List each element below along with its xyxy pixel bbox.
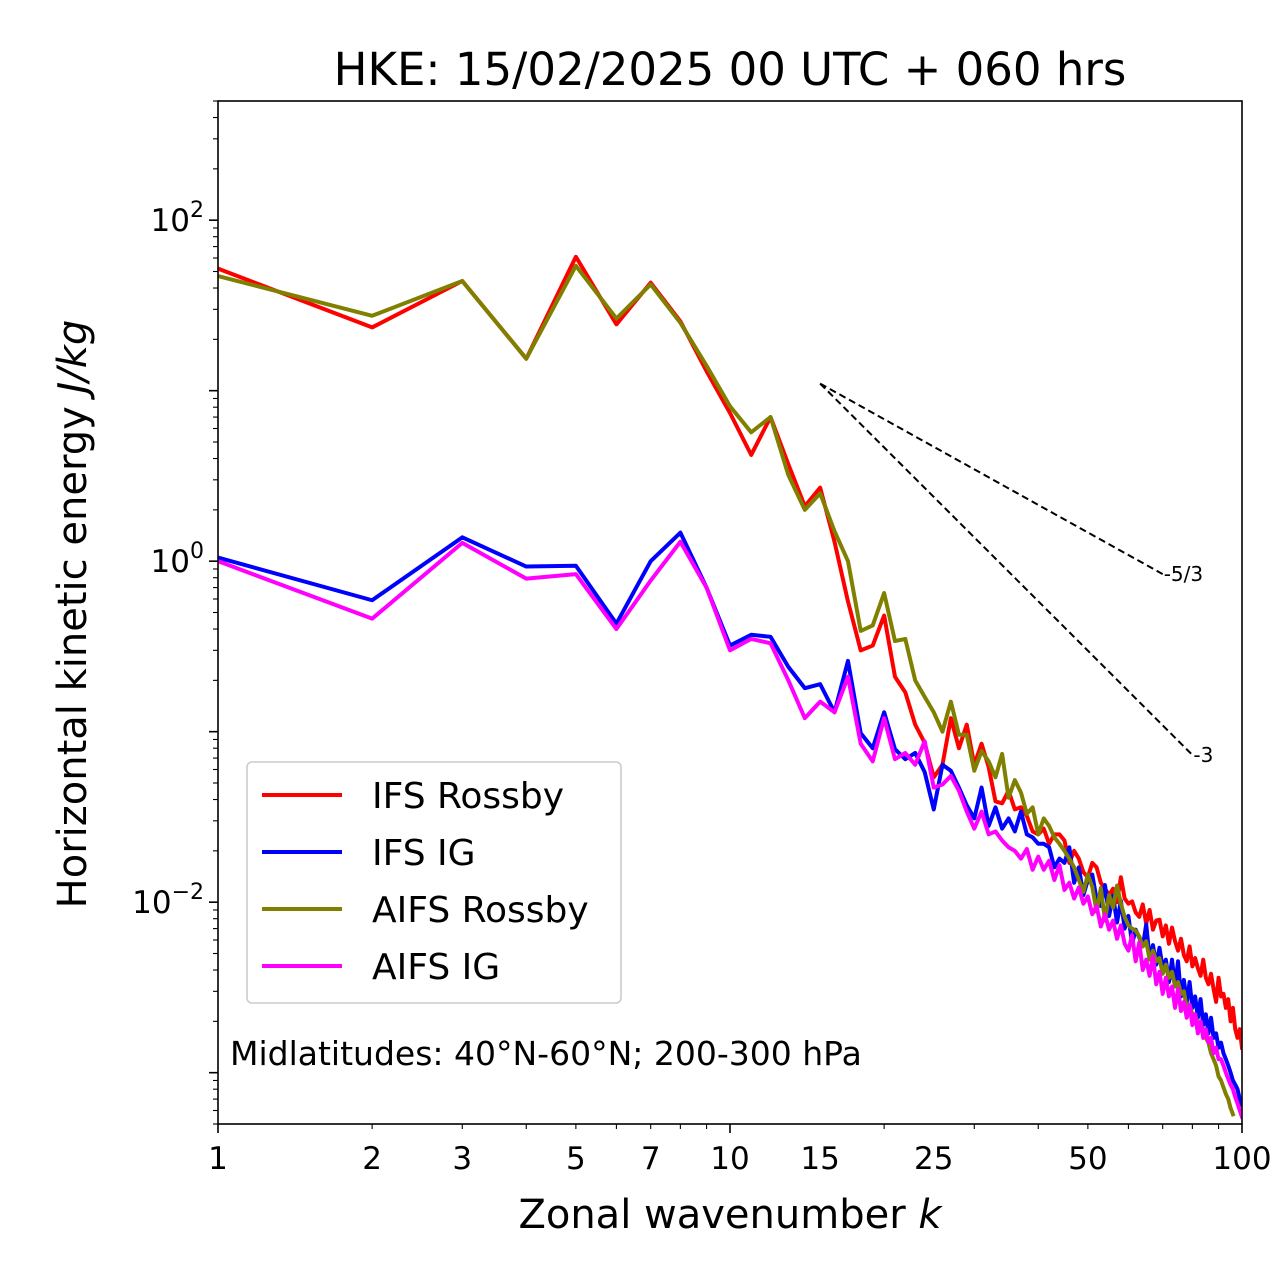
legend-label-ifs-ig: IFS IG (372, 833, 476, 874)
region-annotation: Midlatitudes: 40°N-60°N; 200-300 hPa (230, 1034, 862, 1073)
y-axis-ticks: 10−2 100 102 (132, 100, 218, 1125)
y-tick-label: 100 (151, 539, 204, 580)
chart-title: HKE: 15/02/2025 00 UTC + 060 hrs (334, 43, 1127, 96)
x-axis-label-var: k (918, 1192, 943, 1238)
x-tick-label: 25 (914, 1141, 953, 1177)
x-axis-label-text: Zonal wavenumber (518, 1192, 918, 1238)
series-layer (218, 254, 1242, 1120)
x-tick-label: 50 (1068, 1141, 1107, 1177)
y-axis-label: Horizontal kinetic energy J/kg (50, 320, 96, 909)
legend-frame (246, 761, 622, 1004)
reference-slopes: -5/3 -3 (819, 382, 1213, 767)
slope-line-3 (819, 382, 1194, 756)
x-tick-label: 15 (800, 1141, 839, 1177)
x-tick-label: 3 (452, 1141, 472, 1177)
y-tick-label: 102 (151, 198, 204, 239)
legend-label-ifs-rossby: IFS Rossby (372, 776, 564, 817)
y-axis-label-text: Horizontal kinetic energy (50, 394, 96, 909)
x-tick-label: 2 (362, 1141, 382, 1177)
y-tick-label: 10−2 (132, 880, 204, 921)
slope-label-5-3: -5/3 (1164, 562, 1203, 586)
x-tick-label: 100 (1212, 1141, 1271, 1177)
x-axis-label: Zonal wavenumber k (518, 1192, 943, 1238)
slope-label-3: -3 (1193, 743, 1213, 767)
legend-label-aifs-rossby: AIFS Rossby (372, 890, 589, 931)
y-axis-label-unit: J/kg (50, 320, 96, 401)
legend-entries: IFS Rossby IFS IG AIFS Rossby AIFS IG (262, 776, 589, 988)
legend: IFS Rossby IFS IG AIFS Rossby AIFS IG (246, 761, 622, 1004)
series-line-ifs-rossby (218, 254, 1242, 1050)
x-tick-label: 10 (710, 1141, 749, 1177)
x-tick-label: 1 (208, 1141, 228, 1177)
slope-line-5-3 (819, 382, 1164, 575)
x-tick-label: 5 (566, 1141, 586, 1177)
x-axis-ticks: 1 2 3 5 7 10 15 25 50 100 (208, 1124, 1272, 1177)
series-line-aifs-ig (218, 539, 1242, 1120)
x-tick-label: 7 (641, 1141, 661, 1177)
legend-label-aifs-ig: AIFS IG (372, 947, 500, 988)
